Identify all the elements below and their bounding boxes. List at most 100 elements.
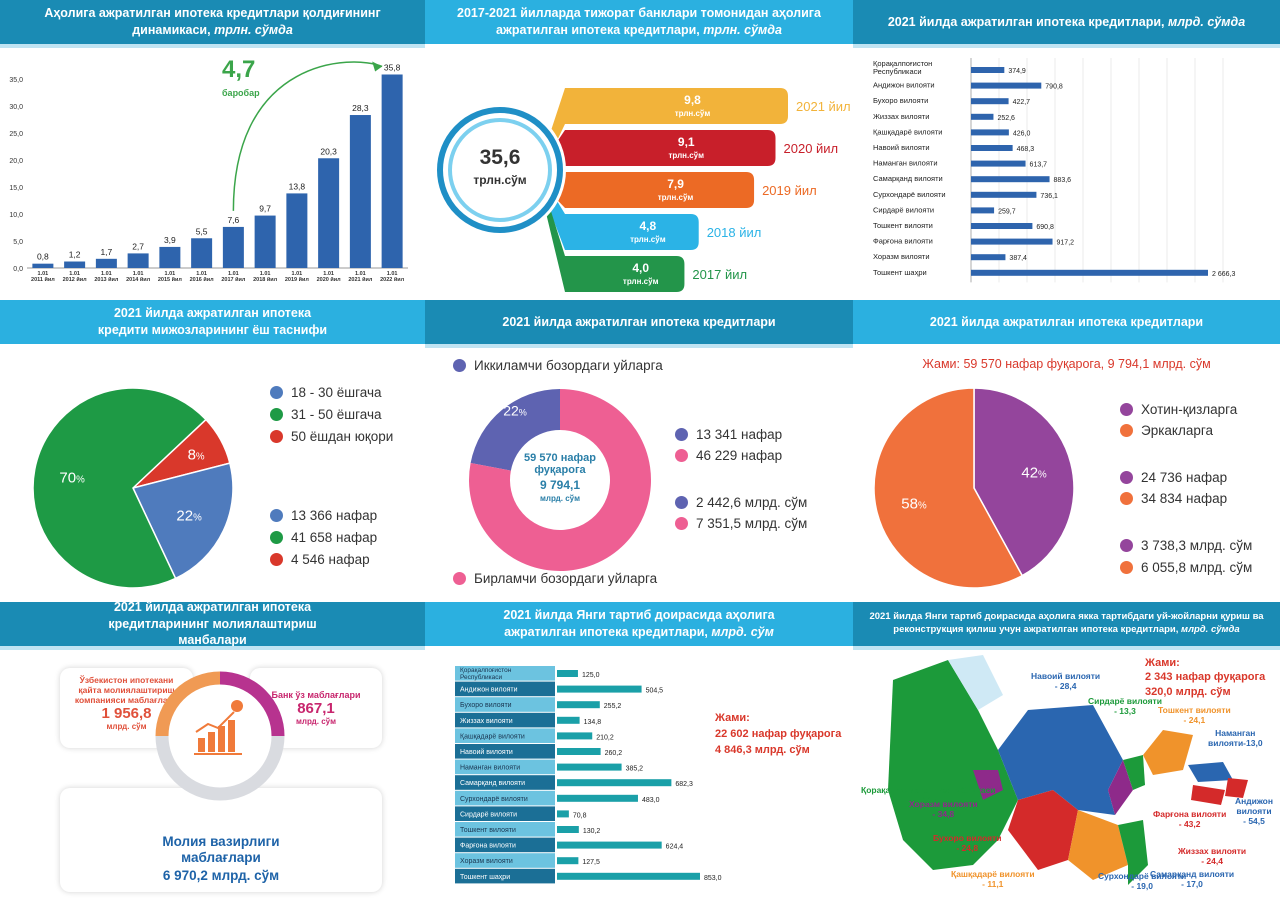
map-region-label: Сурхондарё вилояти - 19,0: [1098, 871, 1187, 891]
dyn-xtick: 1.01: [323, 271, 334, 277]
total-ring-outer: [437, 107, 563, 233]
dyn-xtick: 1.01: [133, 271, 144, 277]
new-value-label: 504,5: [646, 688, 664, 695]
market-count-2: 46 229 нафар: [675, 448, 782, 463]
dyn-ytick: 5,0: [13, 239, 23, 246]
map-total-label: Жами:: [1145, 657, 1180, 669]
new-value-label: 70,8: [573, 812, 587, 819]
year-value-label: 9,8: [684, 93, 701, 107]
market-sum-1: 2 442,6 млрд. сўм: [675, 495, 807, 510]
dyn-xtick: 2015 йил: [158, 276, 183, 283]
dyn-xtick: 2016 йил: [190, 276, 215, 283]
year-ribbon: [540, 130, 776, 179]
map-khorezm: [973, 770, 1003, 800]
regions-title: 2021 йилда ажратилган ипотека кредитлари…: [853, 0, 1280, 44]
dyn-bar: [318, 158, 340, 268]
new-label-cell: [455, 712, 555, 728]
map-tashkent: [1143, 730, 1193, 775]
reg-value-label: 736,1: [1040, 193, 1058, 200]
map-region-label: Самарқанд вилояти - 17,0: [1150, 869, 1235, 889]
reg-category-label: Хоразм вилояти: [873, 252, 930, 261]
map-region-label: Қорақалпоғистон Республикаси - 12,4: [861, 785, 996, 805]
new-value-label: 682,3: [675, 781, 693, 788]
map-region-label: Бухоро вилояти - 24,8: [933, 833, 1002, 853]
dyn-value-label: 1,2: [69, 250, 81, 260]
dyn-bar: [64, 261, 86, 268]
year-unit-label: трлн.сўм: [675, 109, 711, 118]
map-jizzakh: [1108, 760, 1133, 815]
dyn-value-label: 7,6: [227, 215, 239, 225]
new-bar: [557, 810, 569, 818]
new-category-label: Республикаси: [460, 673, 502, 681]
reg-category-label: Жиззах вилояти: [873, 112, 929, 121]
multiplier-label: баробар: [222, 88, 260, 98]
reg-value-label: 2 666,3: [1212, 271, 1235, 278]
pie-percent-label: 22%: [176, 507, 202, 524]
map-bukhara: [1008, 790, 1078, 870]
map-total-people: 2 343 нафар фуқарога: [1145, 671, 1266, 683]
dyn-xtick: 2012 йил: [63, 276, 88, 283]
map-region-label: Жиззах вилояти - 24,4: [1178, 846, 1247, 866]
new-category-label: Навоий вилояти: [460, 748, 513, 756]
market-slice: [469, 389, 651, 571]
new-value-label: 483,0: [642, 797, 660, 804]
map-aral: [948, 655, 1003, 710]
dyn-xtick: 1.01: [387, 271, 398, 277]
gender-sum-1: 3 738,3 млрд. сўм: [1120, 538, 1252, 553]
dyn-value-label: 13,8: [289, 181, 306, 191]
dynamics-chart: 0,05,010,015,020,025,030,035,00,81.01201…: [9, 61, 408, 283]
new-category-label: Жиззах вилояти: [460, 718, 513, 725]
new-label-cell: [455, 822, 555, 837]
market-panel: 2021 йилда ажратилган ипотека кредитлари…: [425, 300, 853, 602]
uzbekistan-map: [888, 655, 1248, 885]
year-category-label: 2018 йил: [707, 225, 762, 240]
age-panel: 2021 йилда ажратилган ипотека кредити ми…: [0, 300, 425, 602]
dyn-bar: [381, 74, 403, 269]
map-surkhandarya: [1118, 820, 1148, 885]
dyn-bar: [95, 258, 117, 268]
reg-value-label: 790,8: [1045, 84, 1063, 91]
dyn-value-label: 9,7: [259, 204, 271, 214]
dyn-xtick: 1.01: [196, 271, 207, 277]
dynamics-panel: Аҳолига ажратилган ипотека кредитлари қо…: [0, 0, 425, 300]
new-category-label: Наманган вилояти: [460, 765, 520, 772]
new-order-title: 2021 йилда Янги тартиб доирасида аҳолига…: [425, 602, 853, 646]
dyn-xtick: 2017 йил: [221, 276, 246, 283]
dyn-bar: [32, 263, 54, 268]
new-category-label: Бухоро вилояти: [460, 702, 512, 709]
total-ring-inner: [448, 118, 552, 222]
funding-card-3: Молия вазирлиги маблағлари 6 970,2 млрд.…: [60, 788, 382, 892]
new-order-panel: 2021 йилда Янги тартиб доирасида аҳолига…: [425, 602, 853, 903]
new-label-cell: [455, 790, 555, 806]
pie-percent-label: 78%: [615, 573, 639, 580]
reg-bar: [971, 176, 1050, 183]
reg-category-label: Сурхондарё вилояти: [873, 190, 946, 199]
funding-src1-label: Ўзбекистон ипотекани қайта молиялаштириш…: [74, 675, 179, 705]
map-andijan: [1225, 778, 1248, 798]
reg-value-label: 426,0: [1013, 130, 1031, 137]
gender-legend-1: Хотин-қизларга: [1120, 402, 1237, 417]
reg-category-label: Наманган вилояти: [873, 159, 938, 168]
reg-value-label: 259,7: [998, 208, 1016, 215]
map-kashkadarya: [1068, 810, 1128, 880]
dyn-ytick: 20,0: [9, 158, 23, 165]
reg-bar: [971, 160, 1026, 167]
year-category-label: 2021 йил: [796, 99, 851, 114]
new-value-label: 624,4: [666, 844, 684, 851]
reg-value-label: 883,6: [1054, 177, 1072, 184]
new-bar: [557, 701, 600, 709]
reg-category-label: Қорақалпоғистон: [873, 59, 932, 68]
gender-slice: [873, 387, 1024, 589]
dyn-bar: [254, 215, 276, 268]
reg-category-label: Сирдарё вилояти: [873, 205, 934, 214]
reg-category-label: Бухоро вилояти: [873, 96, 928, 105]
gender-total: Жами: 59 570 нафар фуқарога, 9 794,1 млр…: [922, 357, 1211, 371]
reg-value-label: 917,2: [1057, 240, 1075, 247]
new-category-label: Андижон вилояти: [460, 687, 518, 694]
legend-age-3: 50 ёшдан юқори: [270, 429, 393, 444]
gender-sum-2: 6 055,8 млрд. сўм: [1120, 560, 1252, 575]
dyn-xtick: 1.01: [165, 271, 176, 277]
year-unit-label: трлн.сўм: [630, 235, 666, 244]
dyn-xtick: 2014 йил: [126, 276, 151, 283]
